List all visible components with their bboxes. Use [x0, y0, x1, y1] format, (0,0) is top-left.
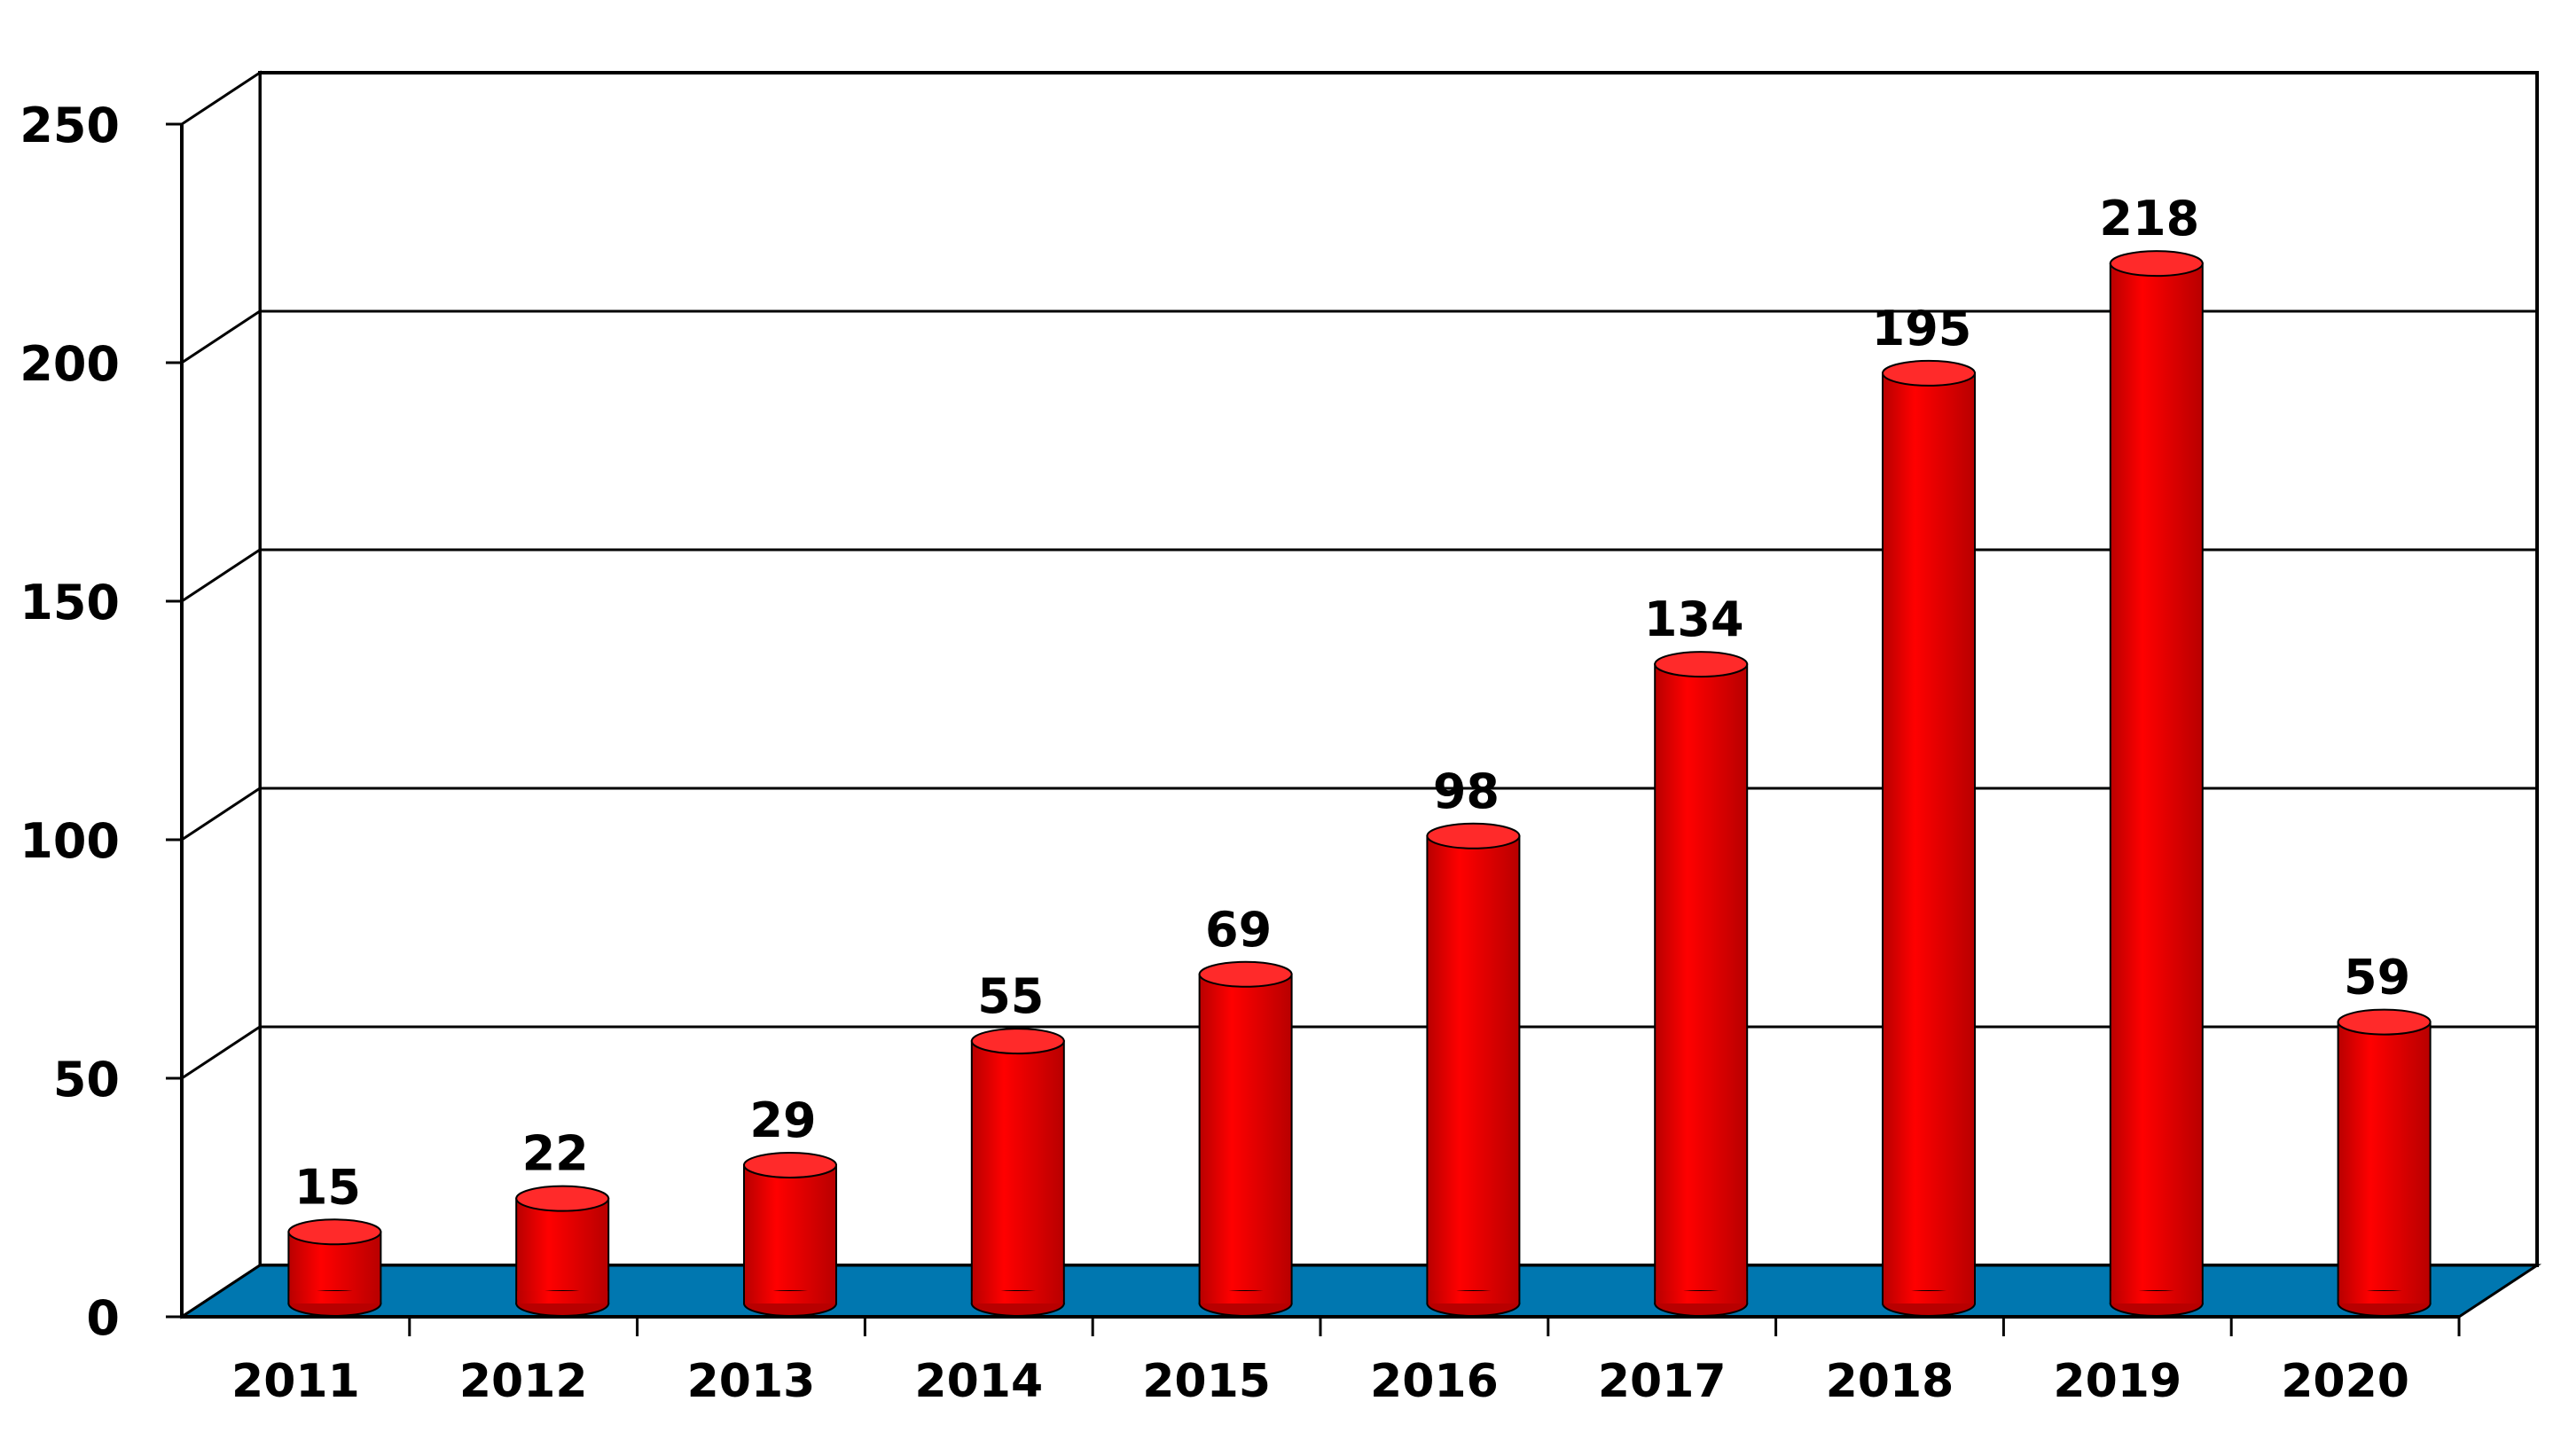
data-label: 218 — [2099, 191, 2199, 247]
axes: 0 50 100 150 200 250 2011 2012 2013 2014 2015 2016 2… — [20, 98, 2461, 1408]
data-label: 15 — [294, 1159, 361, 1215]
bar-top — [2337, 1008, 2432, 1036]
x-tick-label: 2011 — [231, 1355, 360, 1408]
bar-base-cover — [289, 1291, 380, 1303]
bar-body — [743, 1163, 837, 1304]
y-tick-label: 200 — [20, 336, 120, 392]
bar-top — [1426, 822, 1521, 849]
bars — [287, 250, 2432, 1317]
side-wall — [180, 70, 262, 1319]
bar-top — [743, 1151, 837, 1178]
bar-base-cover — [517, 1291, 608, 1303]
y-tick-label: 50 — [53, 1052, 120, 1108]
gridline-diagonal — [181, 309, 261, 364]
bar-body — [1654, 663, 1749, 1304]
bar — [2337, 1008, 2432, 1317]
y-tick-label: 100 — [20, 813, 120, 869]
data-label: 98 — [1433, 763, 1500, 819]
bar-body — [1426, 834, 1521, 1304]
bar-base-cover — [1656, 1291, 1747, 1303]
x-tick-label: 2012 — [459, 1355, 588, 1408]
bar-top — [287, 1218, 382, 1246]
bar-base-cover — [745, 1291, 835, 1303]
x-tick-label: 2016 — [1370, 1355, 1499, 1408]
bar-base-cover — [2111, 1291, 2202, 1303]
bar-top — [1198, 960, 1293, 988]
y-tick-label: 150 — [20, 575, 120, 630]
data-label: 22 — [522, 1126, 589, 1182]
y-tick-label: 0 — [86, 1290, 120, 1346]
bar-base-cover — [972, 1291, 1063, 1303]
gridline-diagonal — [181, 787, 261, 842]
bar-base-cover — [1200, 1291, 1291, 1303]
bar-top — [970, 1028, 1065, 1055]
bar-top — [515, 1185, 610, 1212]
bar — [287, 1218, 382, 1317]
bar — [743, 1151, 837, 1317]
x-tick-label: 2015 — [1142, 1355, 1271, 1408]
bar-top — [1882, 359, 1976, 387]
y-tick-label: 250 — [20, 98, 120, 153]
x-tick-label: 2018 — [1826, 1355, 1954, 1408]
bar — [1654, 651, 1749, 1317]
bar-base-cover — [1884, 1291, 1974, 1303]
data-label: 69 — [1205, 902, 1272, 958]
bar-top — [2109, 250, 2204, 278]
bar-body — [2337, 1021, 2432, 1304]
bar-top — [1654, 651, 1749, 678]
bar-base-cover — [1428, 1291, 1519, 1303]
x-tick-label: 2020 — [2281, 1355, 2409, 1408]
data-labels: 15 22 29 55 69 98 134 195 218 59 — [294, 191, 2410, 1215]
data-label: 195 — [1872, 301, 1972, 356]
bar — [1198, 960, 1293, 1317]
bar-body — [1198, 973, 1293, 1305]
bar-body — [515, 1197, 610, 1305]
bar-base-cover — [2338, 1291, 2430, 1303]
gridline-diagonal — [181, 1025, 261, 1080]
bar — [1882, 359, 1976, 1317]
bar-body — [970, 1040, 1065, 1304]
bar-body — [2109, 262, 2204, 1304]
bar — [515, 1185, 610, 1317]
x-tick-label: 2013 — [687, 1355, 816, 1408]
data-label: 134 — [1644, 591, 1744, 647]
x-tick-label: 2017 — [1598, 1355, 1727, 1408]
bar — [2109, 250, 2204, 1317]
bar-body — [1882, 372, 1976, 1304]
x-tick-label: 2019 — [2053, 1355, 2181, 1408]
data-label: 29 — [749, 1092, 816, 1148]
gridline-diagonal — [181, 548, 261, 603]
x-tick-label: 2014 — [914, 1355, 1043, 1408]
data-label: 59 — [2344, 950, 2410, 1006]
bar — [1426, 822, 1521, 1317]
data-label: 55 — [977, 968, 1044, 1024]
bar — [970, 1028, 1065, 1317]
